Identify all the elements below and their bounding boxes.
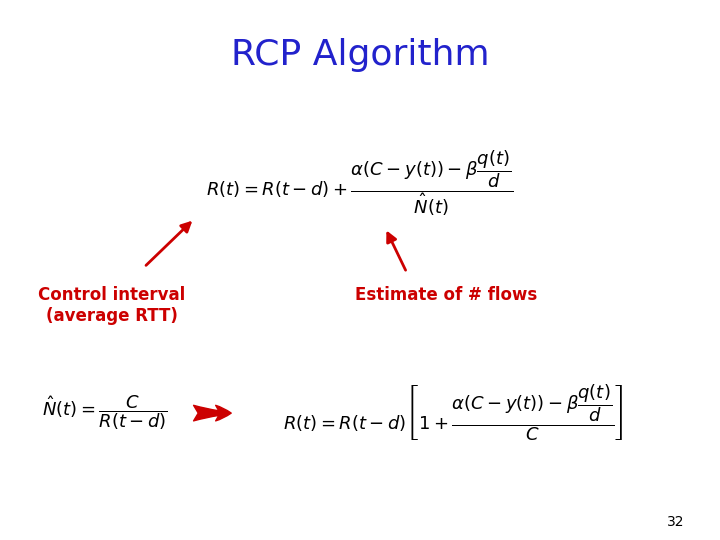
Text: Control interval
(average RTT): Control interval (average RTT)	[38, 286, 185, 325]
Text: 32: 32	[667, 515, 684, 529]
Text: $R(t) = R(t-d)+\dfrac{\alpha(C-y(t))-\beta\dfrac{q(t)}{d}}{\hat{N}(t)}$: $R(t) = R(t-d)+\dfrac{\alpha(C-y(t))-\be…	[206, 149, 514, 218]
Text: Estimate of # flows: Estimate of # flows	[355, 286, 538, 304]
Text: RCP Algorithm: RCP Algorithm	[230, 38, 490, 72]
Text: $\hat{N}(t)=\dfrac{C}{R(t-d)}$: $\hat{N}(t)=\dfrac{C}{R(t-d)}$	[42, 394, 167, 433]
Text: $R(t)=R(t-d)\left[1+\dfrac{\alpha(C-y(t))-\beta\dfrac{q(t)}{d}}{C}\right]$: $R(t)=R(t-d)\left[1+\dfrac{\alpha(C-y(t)…	[284, 383, 624, 443]
